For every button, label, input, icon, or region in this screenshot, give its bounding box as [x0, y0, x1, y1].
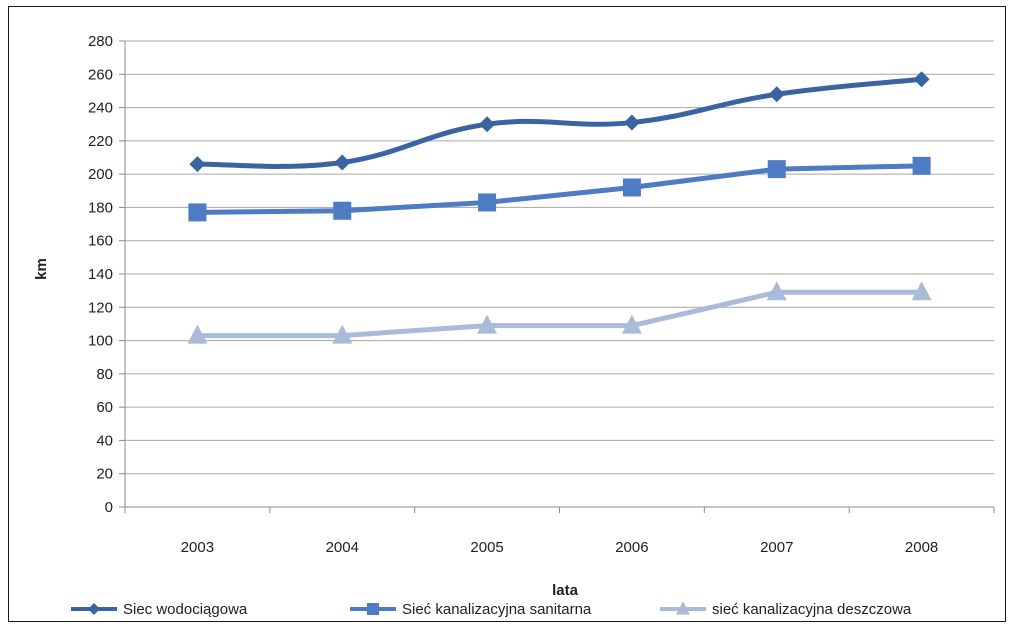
- y-tick-label: 160: [88, 233, 113, 250]
- y-tick-label: 100: [88, 333, 113, 350]
- data-point-series-1: [768, 86, 785, 103]
- series-group: [187, 71, 932, 344]
- legend-marker-1: [88, 603, 100, 615]
- y-tick-label: 80: [96, 366, 113, 383]
- data-point-series-3: [187, 324, 208, 344]
- y-tick-label: 20: [96, 466, 113, 483]
- x-axis-title: lata: [552, 582, 579, 599]
- data-point-series-3: [621, 314, 642, 334]
- data-point-series-2: [912, 156, 931, 175]
- legend: Siec wodociągowa Sieć kanalizacyjna sanit…: [71, 601, 912, 618]
- x-tick-label: 2005: [470, 539, 503, 556]
- y-tick-label: 40: [96, 432, 113, 449]
- data-point-series-1: [479, 116, 496, 133]
- data-point-series-3: [766, 281, 787, 301]
- data-point-series-2: [767, 160, 786, 179]
- y-tick-label: 220: [88, 133, 113, 150]
- x-axis: 2003 2004 2005 2006 2007 2008: [124, 506, 995, 556]
- data-point-series-1: [189, 156, 206, 173]
- line-chart: 020406080100120140160180200220240260280 …: [33, 33, 995, 618]
- y-tick-label: 0: [105, 499, 113, 516]
- x-tick-label: 2006: [615, 539, 648, 556]
- y-tick-label: 280: [88, 33, 113, 50]
- series-line-2: [194, 163, 925, 215]
- series-line-1: [194, 76, 925, 169]
- chart-frame: 0 20 40 60 80 100 120 140 160 180 200 220 240 260 280 …: [8, 6, 1006, 622]
- legend-label-1: Siec wodociągowa: [123, 601, 248, 618]
- y-tick-label: 200: [88, 166, 113, 183]
- gridlines: [125, 40, 994, 508]
- y-tick-label: 180: [88, 199, 113, 216]
- y-tick-label: 60: [96, 399, 113, 416]
- legend-marker-2: [367, 603, 379, 615]
- data-point-series-1: [334, 154, 351, 171]
- x-tick-label: 2004: [326, 539, 359, 556]
- y-tick-label: 120: [88, 299, 113, 316]
- legend-label-3: sieć kanalizacyjna deszczowa: [712, 601, 912, 618]
- legend-marker-3: [676, 601, 690, 615]
- data-point-series-3: [477, 314, 498, 334]
- data-point-series-1: [623, 114, 640, 131]
- legend-label-2: Sieć kanalizacyjna sanitarna: [402, 601, 592, 618]
- y-axis-ticks: 0 20 40 60 80 100 120 140 160 180 200 220 240 260 280: [88, 33, 126, 516]
- data-point-series-2: [333, 201, 352, 220]
- y-tick-label: 140: [88, 266, 113, 283]
- data-point-series-2: [188, 203, 207, 222]
- x-tick-label: 2007: [760, 539, 793, 556]
- x-tick-label: 2008: [905, 539, 938, 556]
- y-axis-title: km: [33, 258, 50, 280]
- data-point-series-3: [332, 324, 353, 344]
- y-tick-label: 240: [88, 100, 113, 117]
- data-point-series-2: [622, 178, 641, 197]
- data-point-series-2: [478, 193, 497, 212]
- series-line-3: [194, 289, 925, 339]
- x-tick-label: 2003: [181, 539, 214, 556]
- y-tick-label: 260: [88, 66, 113, 83]
- data-point-series-1: [913, 71, 930, 88]
- data-point-series-3: [911, 281, 932, 301]
